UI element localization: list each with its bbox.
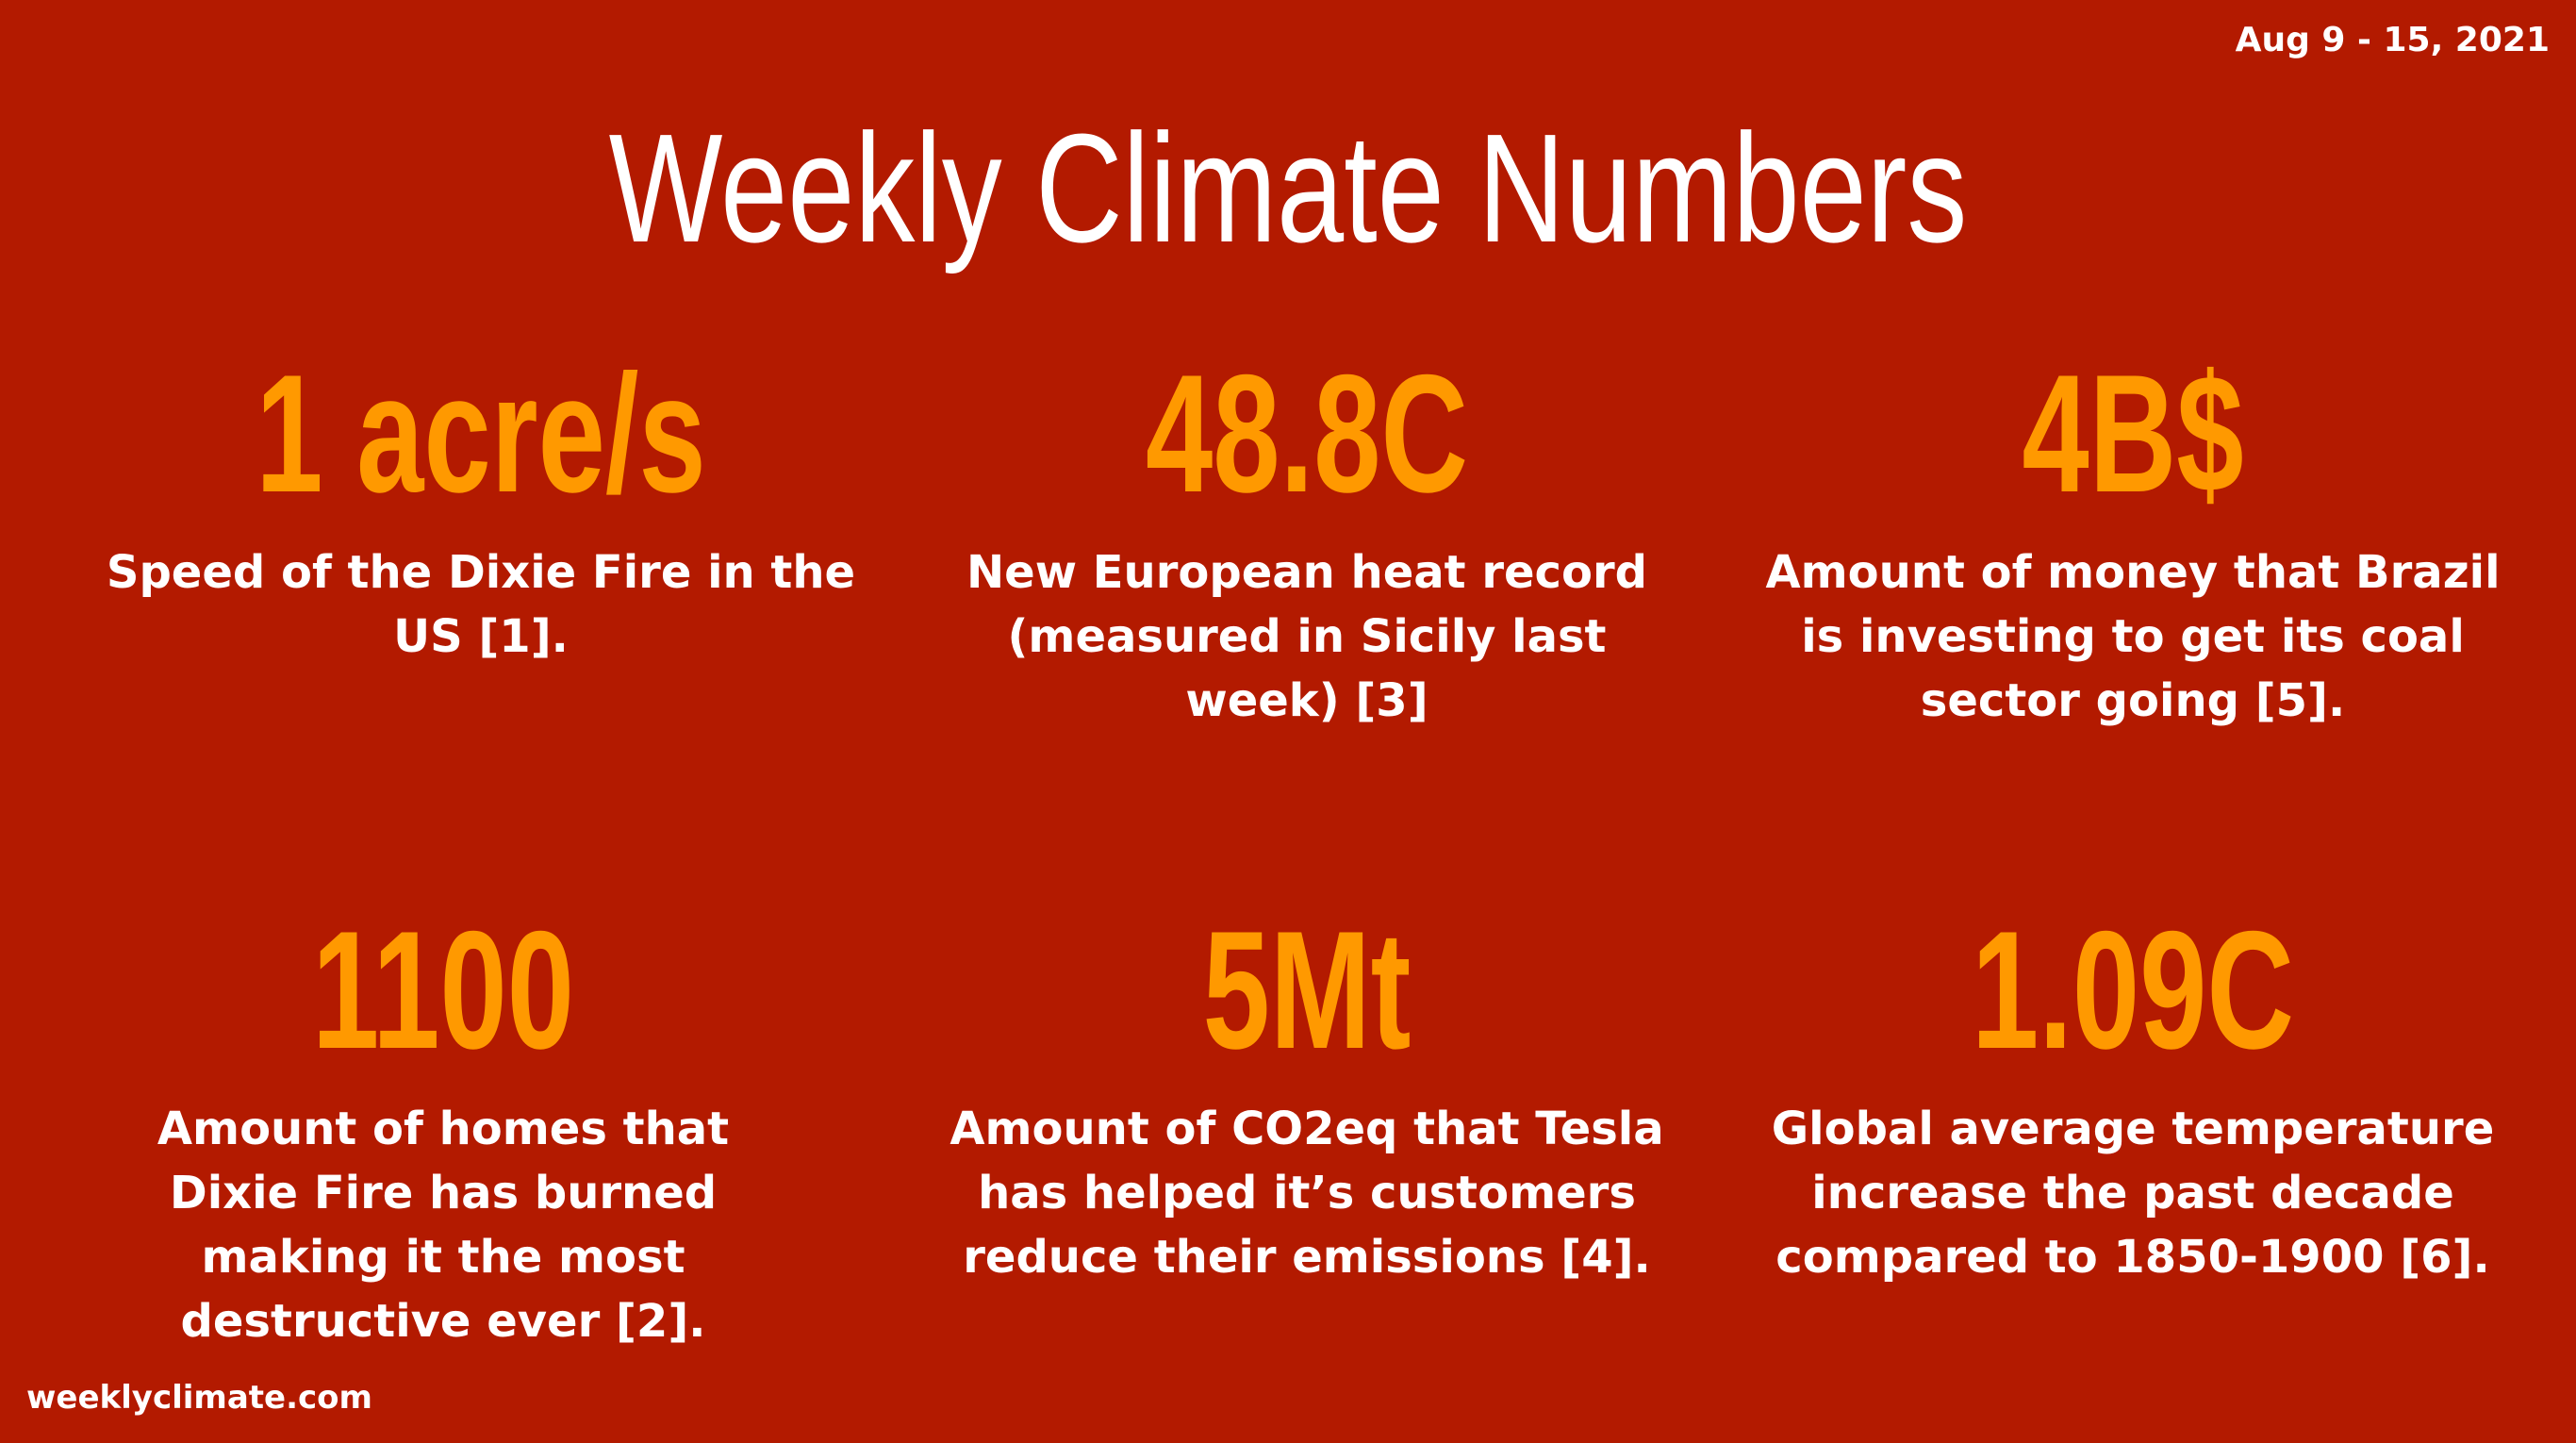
stat-value: 4B$ xyxy=(2022,340,2244,527)
stat-card-dixie-fire-speed: 1 acre/s Speed of the Dixie Fire in the … xyxy=(75,344,886,669)
stat-card-european-heat-record: 48.8C New European heat record (measured… xyxy=(901,344,1712,733)
stat-description: Global average temperature increase the … xyxy=(1771,1103,2495,1284)
date-range: Aug 9 - 15, 2021 xyxy=(2235,21,2550,59)
stat-card-global-temperature: 1.09C Global average temperature increas… xyxy=(1727,901,2538,1289)
stat-value: 1.09C xyxy=(1972,896,2294,1084)
stat-card-dixie-fire-homes: 1100 Amount of homes that Dixie Fire has… xyxy=(38,901,849,1353)
stat-description: Amount of money that Brazil is investing… xyxy=(1765,546,2501,727)
stat-value: 48.8C xyxy=(1146,340,1468,527)
footer-site: weeklyclimate.com xyxy=(26,1379,372,1417)
stat-value: 1100 xyxy=(311,896,575,1084)
stat-card-tesla-co2: 5Mt Amount of CO2eq that Tesla has helpe… xyxy=(901,901,1712,1289)
stat-value: 1 acre/s xyxy=(256,340,706,527)
page-title: Weekly Climate Numbers xyxy=(608,102,1968,274)
stat-description: New European heat record (measured in Si… xyxy=(966,546,1648,727)
stat-description: Amount of CO2eq that Tesla has helped it… xyxy=(949,1103,1664,1284)
stat-value: 5Mt xyxy=(1202,896,1412,1084)
stat-card-brazil-coal-investment: 4B$ Amount of money that Brazil is inves… xyxy=(1727,344,2538,733)
stat-description: Speed of the Dixie Fire in the US [1]. xyxy=(106,546,856,663)
stat-description: Amount of homes that Dixie Fire has burn… xyxy=(157,1103,730,1348)
